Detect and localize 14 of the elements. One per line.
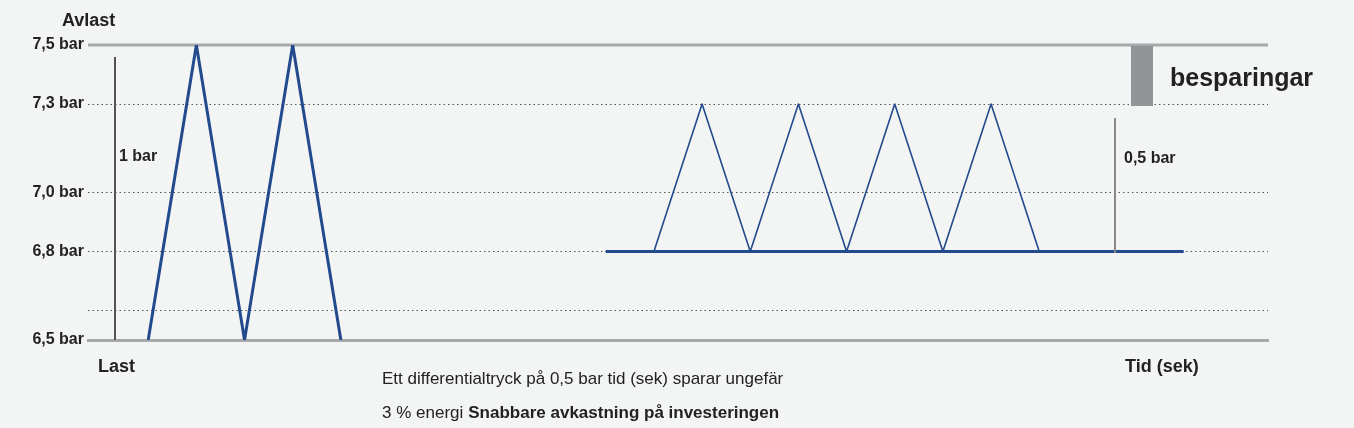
annotation: 1 bar — [119, 147, 158, 164]
text: 3 % energi — [382, 403, 464, 422]
text: Ett differentialtryck på 0,5 bar tid (sek) sparar ungefär — [382, 369, 784, 388]
text: Snabbare avkastning på investeringen — [468, 403, 780, 422]
y-tick-label: 6,5 bar — [32, 330, 84, 348]
annotation: besparingar — [1170, 63, 1314, 91]
annotation: 0,5 bar — [1124, 149, 1176, 166]
y-tick-label: 7,0 bar — [32, 182, 84, 200]
y-tick-label: 7,5 bar — [32, 35, 84, 53]
y-tick-label: 6,8 bar — [32, 241, 84, 259]
y-tick-label: 7,3 bar — [32, 94, 84, 112]
x-axis-title: Tid (sek) — [1125, 356, 1199, 376]
text: Last — [98, 356, 136, 376]
text: Avlast — [62, 10, 116, 30]
